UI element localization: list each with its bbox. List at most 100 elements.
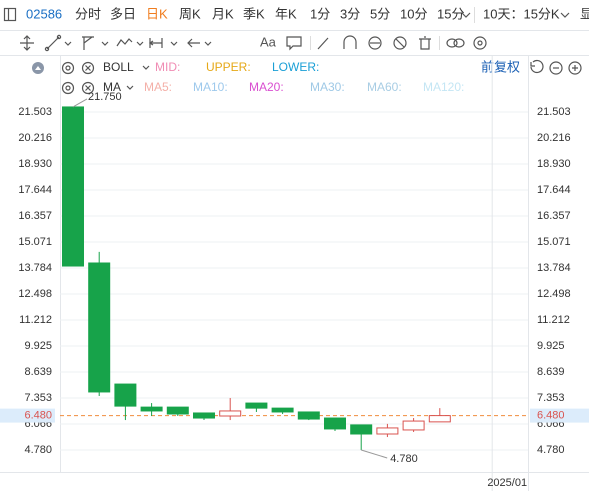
drawing-tools: Aa (20, 34, 487, 52)
settings-button (65, 85, 71, 91)
y-tick-label: 7.353 (24, 392, 52, 404)
period-tab[interactable]: 分时 (75, 6, 101, 21)
candle-body (271, 407, 294, 413)
y-tick-label: 9.925 (24, 340, 52, 352)
pen-tool[interactable] (317, 37, 329, 50)
y-tick-label: 20.216 (18, 132, 52, 144)
indicator-field: MA20: (249, 80, 284, 94)
settings-button (65, 65, 71, 71)
candle-body (140, 406, 163, 412)
y-tick-label: 21.503 (537, 106, 571, 118)
indicator-field: MID: (155, 60, 180, 74)
indicator-field: MA120: (423, 80, 464, 94)
dropdown-arrow[interactable] (560, 12, 570, 18)
period-tab[interactable]: 5分 (370, 6, 390, 21)
y-tick-label: 9.925 (537, 340, 565, 352)
close-button (85, 85, 91, 91)
hide-tool[interactable] (393, 36, 407, 50)
indicator-field: UPPER: (206, 60, 251, 74)
y-tick-label: 13.784 (537, 262, 571, 274)
settings-button[interactable] (61, 61, 75, 75)
y-tick-label: 17.644 (18, 184, 52, 196)
candle-body (245, 402, 268, 409)
close-button[interactable] (81, 81, 95, 95)
delete-tool[interactable] (419, 36, 431, 50)
measure-tool[interactable] (148, 38, 163, 48)
dropdown-arrow[interactable] (170, 41, 178, 46)
y-tick-label: 8.639 (537, 366, 565, 378)
candle-body (350, 424, 373, 435)
dropdown-arrow[interactable] (142, 65, 150, 70)
zoom-out[interactable] (549, 61, 563, 75)
y-tick-label: 20.216 (537, 132, 571, 144)
dropdown-arrow[interactable] (126, 85, 134, 90)
period-tab[interactable]: 多日 (110, 6, 136, 21)
stock-code[interactable]: 02586 (26, 6, 62, 21)
y-tick-label: 4.780 (24, 444, 52, 456)
indicator-field: MA5: (144, 80, 172, 94)
x-tick-label: 2025/01 (487, 477, 527, 489)
candle-body (62, 106, 84, 267)
line-tool[interactable] (46, 36, 60, 50)
compare-tool[interactable] (446, 38, 458, 48)
dropdown-arrow[interactable] (461, 12, 471, 18)
indicator-field: MA30: (310, 80, 345, 94)
period-tab[interactable]: 1分 (310, 6, 330, 21)
settings-button[interactable] (61, 81, 75, 95)
magnet-tool[interactable] (343, 35, 357, 49)
y-tick-label: 8.639 (24, 366, 52, 378)
candle-body (428, 415, 451, 423)
period-tab[interactable]: 日K (146, 6, 168, 21)
settings-tool[interactable] (473, 36, 487, 50)
high-label: 21.750 (88, 91, 122, 103)
zoom-in[interactable] (568, 61, 582, 75)
low-label: 4.780 (390, 453, 418, 465)
adjust-select[interactable]: 前复权 (481, 59, 520, 74)
dropdown-arrow[interactable] (64, 41, 72, 46)
dropdown-arrow[interactable] (204, 41, 212, 46)
y-tick-label: 21.503 (18, 106, 52, 118)
period-tab[interactable]: 10分 (400, 6, 427, 21)
y-tick-label: 16.357 (18, 210, 52, 222)
y-tick-label: 12.498 (537, 288, 571, 300)
y-tick-label: 18.930 (537, 158, 571, 170)
dropdown-arrow[interactable] (101, 41, 109, 46)
note-tool[interactable] (286, 36, 302, 51)
channel-tool[interactable] (82, 36, 94, 50)
last-price-label: 6.480 (24, 410, 52, 422)
more-button[interactable]: 显 (580, 6, 589, 21)
range-select[interactable]: 10天：15分K (483, 6, 560, 21)
sync-tool[interactable] (368, 36, 382, 50)
indicator-field: MA10: (193, 80, 228, 94)
dropdown-arrow[interactable] (136, 41, 144, 46)
reset-button[interactable] (530, 59, 544, 74)
line-tool (44, 46, 50, 52)
candle-body (402, 420, 425, 431)
period-tab[interactable]: 3分 (340, 6, 360, 21)
text-tool[interactable]: Aa (260, 34, 277, 49)
indicator-field: MA60: (367, 80, 402, 94)
y-tick-label: 18.930 (18, 158, 52, 170)
wave-tool[interactable] (116, 38, 133, 47)
move-tool[interactable] (20, 35, 34, 51)
y-tick-label: 12.498 (18, 288, 52, 300)
arrow-tool[interactable] (187, 38, 200, 48)
y-tick-label: 15.071 (537, 236, 571, 248)
period-tab[interactable]: 15分 (437, 6, 464, 21)
period-tab[interactable]: 月K (212, 6, 234, 21)
period-tab[interactable]: 年K (275, 6, 297, 21)
candle-body (193, 412, 215, 419)
period-tab[interactable]: 周K (179, 6, 201, 21)
indicator-name[interactable]: BOLL (103, 60, 134, 74)
last-price-tag (530, 408, 589, 423)
close-button[interactable] (81, 61, 95, 75)
indicator-field: LOWER: (272, 60, 319, 74)
period-tab[interactable]: 季K (243, 6, 265, 21)
indicator-name[interactable]: MA (103, 80, 121, 94)
y-tick-label: 16.357 (537, 210, 571, 222)
settings-tool (477, 40, 483, 46)
sidebar-icon[interactable] (3, 7, 17, 22)
y-tick-label: 4.780 (537, 444, 565, 456)
